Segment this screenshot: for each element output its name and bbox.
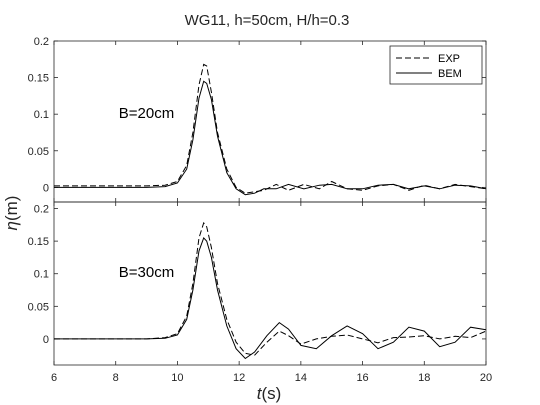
y-axis-label-symbol: η xyxy=(2,221,21,230)
y-tick-label: 0.2 xyxy=(34,204,49,216)
x-tick-label: 16 xyxy=(356,372,368,384)
x-tick-label: 18 xyxy=(418,372,430,384)
y-axis-label-unit: (m) xyxy=(2,196,21,221)
legend-label-exp: EXP xyxy=(438,53,460,65)
top-panel: 0 0.05 0.1 0.15 0.2 B=20cm EXP BEM xyxy=(28,36,487,203)
x-tick-label: 8 xyxy=(113,372,119,384)
x-tick-label: 6 xyxy=(51,372,57,384)
y-tick-label: 0.05 xyxy=(28,146,49,158)
y-tick-label: 0.05 xyxy=(28,301,49,313)
series-line-exp xyxy=(54,221,487,356)
y-tick-label: 0.2 xyxy=(34,36,49,48)
y-tick-label: 0.1 xyxy=(34,269,49,281)
x-tick-label: 14 xyxy=(295,372,307,384)
panel-annotation: B=20cm xyxy=(119,105,174,122)
legend-label-bem: BEM xyxy=(438,68,462,80)
y-axis-label: η(m) xyxy=(2,196,21,231)
y-tick-label: 0.15 xyxy=(28,73,49,85)
axes-frame xyxy=(53,201,487,366)
y-tick-label: 0 xyxy=(43,182,49,194)
y-tick-label: 0.1 xyxy=(34,109,49,121)
series-line-bem xyxy=(54,80,487,196)
legend-box xyxy=(389,45,483,85)
series-line-exp xyxy=(54,63,487,194)
x-tick-label: 20 xyxy=(480,372,492,384)
x-axis-label-unit: (s) xyxy=(261,384,281,403)
y-tick-label: 0.15 xyxy=(28,236,49,248)
x-axis-label-symbol: t xyxy=(257,384,263,403)
series-line-bem xyxy=(54,236,487,360)
chart-title: WG11, h=50cm, H/h=0.3 xyxy=(185,12,350,29)
x-tick-label: 10 xyxy=(171,372,183,384)
x-tick-label: 12 xyxy=(233,372,245,384)
bottom-panel: 0 0.05 0.1 0.15 0.2 6 8 10 12 14 16 18 20 B=30cm xyxy=(28,201,492,384)
y-tick-label: 0 xyxy=(43,334,49,346)
panel-annotation: B=30cm xyxy=(119,264,174,281)
x-axis-label: t(s) xyxy=(257,384,282,403)
